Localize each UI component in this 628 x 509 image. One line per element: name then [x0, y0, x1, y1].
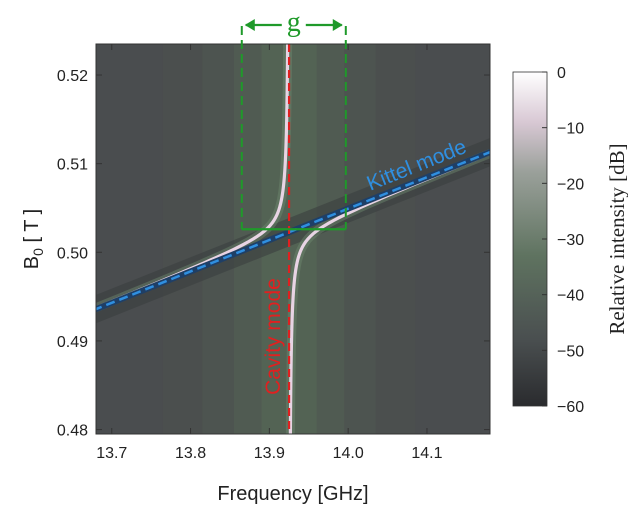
y-axis-title: B0 [ T ]	[21, 209, 46, 269]
upper-branch-curve	[288, 151, 490, 434]
colorbar-tick-label: −40	[557, 288, 584, 305]
colorbar: 0 −10 −20 −30 −40 −50 −60 Relative intensity […	[512, 65, 628, 416]
coupling-arrowhead-left	[244, 19, 255, 31]
colorbar-tick-label: −50	[557, 343, 584, 360]
y-axis-title-unit: [ T ]	[21, 209, 43, 248]
colorbar-tick-label: 0	[557, 65, 566, 82]
coupling-arrowhead-right	[332, 19, 343, 31]
x-tick-label: 14.1	[411, 445, 442, 462]
colorbar-tick-label: −30	[557, 232, 584, 249]
colorbar-title: Relative intensity [dB]	[605, 143, 628, 334]
x-tick-label: 13.8	[175, 445, 206, 462]
y-tick-label: 0.51	[57, 157, 88, 174]
colorbar-tick-label: −20	[557, 176, 584, 193]
y-tick-label: 0.48	[57, 423, 88, 440]
y-axis-title-main: B	[21, 256, 43, 269]
y-axis-title-subscript: 0	[30, 248, 46, 256]
plot-area	[95, 43, 491, 435]
y-tick-label: 0.50	[57, 245, 88, 262]
lower-branch-curve	[96, 44, 290, 310]
x-tick-label: 13.9	[254, 445, 285, 462]
y-tick-label: 0.52	[57, 68, 88, 85]
x-tick-label: 14.0	[333, 445, 364, 462]
x-axis-title: Frequency [GHz]	[217, 483, 368, 505]
kittel-mode-line	[96, 150, 490, 311]
colorbar-tick-label: −60	[557, 399, 584, 416]
colorbar-tick-label: −10	[557, 121, 584, 138]
plot-frame	[95, 43, 491, 435]
coupling-label: g	[287, 7, 301, 38]
colorbar-gradient	[512, 71, 548, 407]
y-tick-label: 0.49	[57, 334, 88, 351]
x-tick-label: 13.7	[96, 445, 127, 462]
cavity-mode-label: Cavity mode	[262, 278, 285, 395]
